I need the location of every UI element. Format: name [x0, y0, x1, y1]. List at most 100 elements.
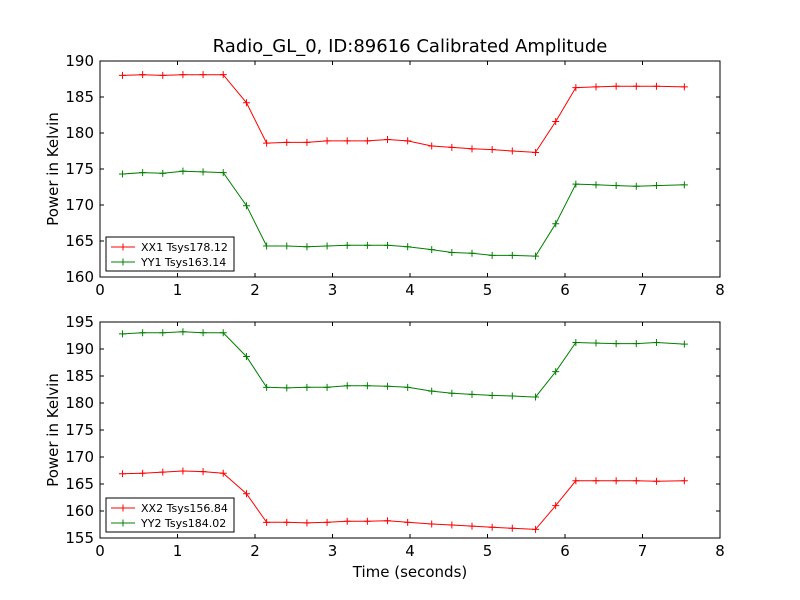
- data-point: [118, 330, 126, 338]
- data-point: [448, 143, 456, 151]
- data-point: [219, 169, 227, 177]
- data-point: [680, 181, 688, 189]
- x-tick-label: 1: [173, 281, 183, 299]
- y-axis-label: Power in Kelvin: [44, 112, 62, 226]
- data-point: [428, 387, 436, 395]
- data-point: [219, 469, 227, 477]
- x-tick-label: 0: [95, 281, 105, 299]
- data-point: [363, 382, 371, 390]
- data-point: [612, 182, 620, 190]
- y-tick-label: 185: [65, 367, 94, 385]
- data-point: [572, 477, 580, 485]
- series-line: [122, 470, 685, 530]
- data-point: [199, 71, 207, 79]
- data-point: [508, 392, 516, 400]
- data-point: [680, 83, 688, 91]
- y-tick-label: 160: [65, 502, 94, 520]
- x-tick-label: 4: [405, 281, 415, 299]
- data-point: [384, 241, 392, 249]
- y-tick-label: 155: [65, 529, 94, 547]
- x-tick-label: 4: [405, 542, 415, 560]
- data-point: [592, 83, 600, 91]
- data-point: [552, 117, 560, 125]
- legend-box: [105, 236, 235, 272]
- top-subplot: 0 1 2 3 4 5 6 7 8 160 165 170 175 180 185 190 Power in K…: [44, 52, 725, 299]
- legend-marker: [119, 519, 127, 527]
- data-point: [179, 71, 187, 79]
- x-axis-label: Time (seconds): [352, 563, 468, 581]
- data-point: [323, 137, 331, 145]
- data-point: [219, 329, 227, 337]
- series-1: [118, 167, 688, 260]
- data-point: [468, 145, 476, 153]
- data-point: [632, 82, 640, 90]
- legend-marker: [119, 243, 127, 251]
- data-point: [384, 382, 392, 390]
- data-point: [139, 329, 147, 337]
- y-tick-label: 165: [65, 475, 94, 493]
- data-point: [199, 329, 207, 337]
- data-point: [139, 469, 147, 477]
- data-point: [448, 521, 456, 529]
- legend-box: [105, 497, 235, 533]
- data-point: [680, 477, 688, 485]
- data-point: [363, 517, 371, 525]
- data-point: [159, 71, 167, 79]
- data-point: [508, 524, 516, 532]
- x-tick-label: 5: [483, 542, 493, 560]
- data-point: [632, 340, 640, 348]
- x-tick-label: 6: [560, 281, 570, 299]
- data-point: [508, 147, 516, 155]
- y-tick-label: 180: [65, 124, 94, 142]
- data-point: [199, 468, 207, 476]
- data-point: [242, 490, 250, 498]
- data-point: [612, 477, 620, 485]
- y-tick-label: 195: [65, 313, 94, 331]
- x-tick-label: 6: [560, 542, 570, 560]
- data-point: [283, 242, 291, 250]
- data-point: [468, 522, 476, 530]
- y-tick-label: 190: [65, 340, 94, 358]
- data-point: [303, 138, 311, 146]
- data-point: [612, 340, 620, 348]
- data-point: [118, 170, 126, 178]
- x-tick-label: 3: [328, 281, 338, 299]
- data-point: [242, 99, 250, 107]
- data-point: [572, 339, 580, 347]
- data-point: [343, 517, 351, 525]
- x-tick-label: 0: [95, 542, 105, 560]
- data-point: [680, 340, 688, 348]
- data-point: [428, 142, 436, 150]
- data-point: [552, 220, 560, 228]
- data-point: [343, 382, 351, 390]
- data-point: [283, 138, 291, 146]
- data-point: [118, 470, 126, 478]
- data-point: [159, 169, 167, 177]
- x-tick-label: 3: [328, 542, 338, 560]
- x-tick-label: 1: [173, 542, 183, 560]
- y-tick-label: 175: [65, 421, 94, 439]
- x-tick-label: 5: [483, 281, 493, 299]
- y-tick-label: 190: [65, 52, 94, 70]
- data-point: [448, 389, 456, 397]
- legend: XX1 Tsys178.12 YY1 Tsys163.14: [105, 236, 235, 272]
- data-point: [652, 339, 660, 347]
- series-line: [122, 74, 685, 153]
- data-point: [159, 468, 167, 476]
- y-tick-label: 180: [65, 394, 94, 412]
- data-point: [363, 137, 371, 145]
- data-point: [404, 518, 412, 526]
- data-point: [384, 517, 392, 525]
- data-point: [468, 390, 476, 398]
- legend-entry: XX1 Tsys178.12: [141, 241, 228, 254]
- data-point: [199, 168, 207, 176]
- series-line: [122, 331, 685, 398]
- series-1: [118, 328, 688, 401]
- legend-entry: XX2 Tsys156.84: [141, 502, 228, 515]
- legend-entry: YY2 Tsys184.02: [140, 517, 226, 530]
- y-tick-label: 175: [65, 160, 94, 178]
- data-point: [404, 383, 412, 391]
- series-line: [122, 170, 685, 257]
- x-tick-label: 7: [638, 542, 648, 560]
